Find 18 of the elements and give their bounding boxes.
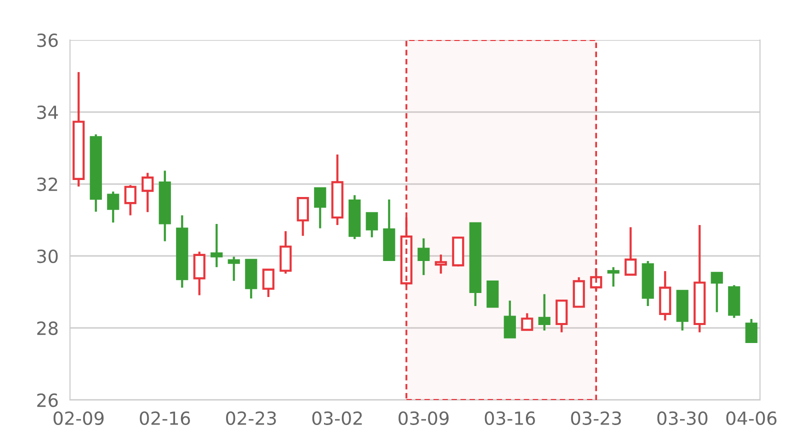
x-tick-label: 02-16: [140, 411, 190, 426]
candlestick: [158, 170, 171, 242]
y-tick-label: 26: [37, 393, 58, 408]
candlestick: [418, 237, 430, 276]
x-tick-label: 03-02: [312, 411, 362, 426]
x-tick-label: 03-23: [571, 411, 621, 426]
x-tick-label: 03-16: [484, 411, 535, 426]
y-tick-label: 28: [37, 321, 58, 336]
x-tick-label: 03-30: [657, 411, 708, 426]
x-tick-label: 02-23: [226, 411, 276, 426]
x-tick-label: 04-06: [726, 411, 776, 426]
y-tick-label: 36: [37, 34, 58, 48]
y-tick-label: 32: [37, 177, 58, 192]
y-tick-label: 34: [37, 105, 58, 120]
x-tick-label: 02-09: [54, 411, 104, 426]
y-tick-label: 30: [37, 249, 58, 264]
candlestick: [210, 222, 223, 268]
x-tick-label: 03-09: [398, 411, 449, 426]
